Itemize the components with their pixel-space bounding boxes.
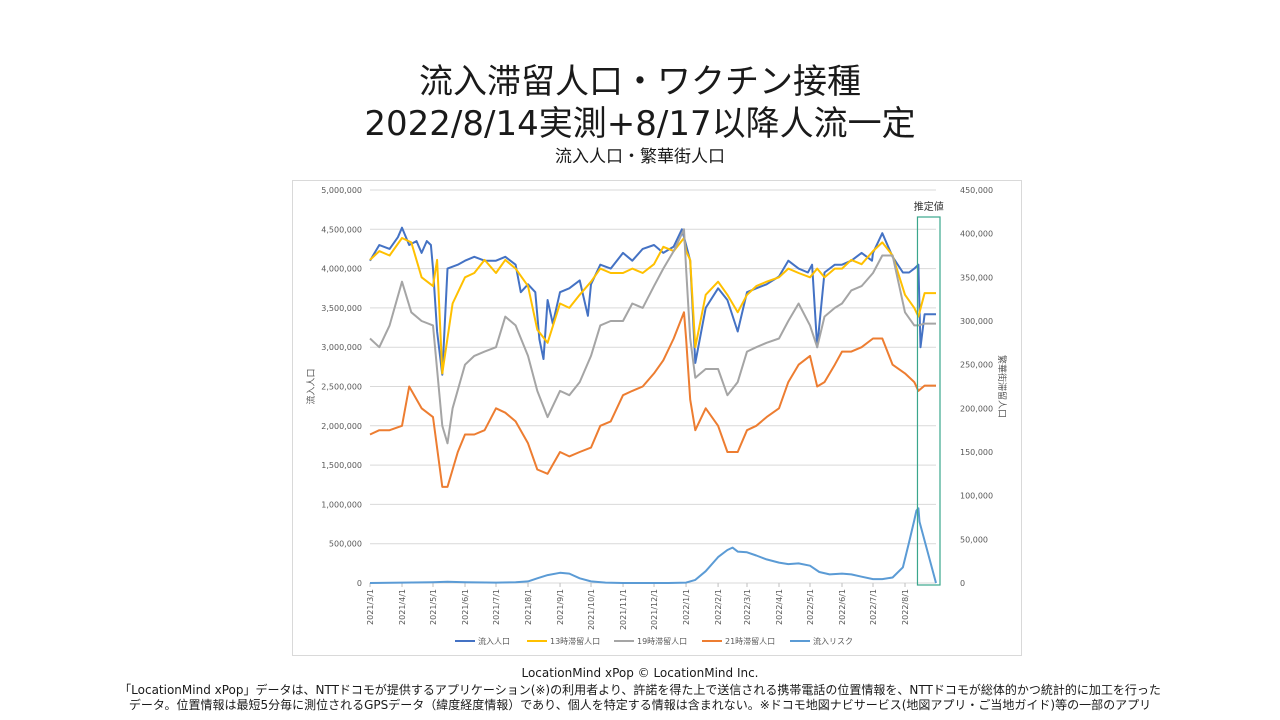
chart-title-line2: 2022/8/14実測+8/17以降人流一定 bbox=[364, 104, 916, 144]
y-tick-label: 0 bbox=[357, 579, 362, 588]
legend-entry: 19時滞留人口 bbox=[637, 636, 687, 646]
x-tick-label: 2021/3/1 bbox=[366, 589, 375, 625]
chart-subtitle: 流入人口・繁華街人口 bbox=[555, 147, 725, 167]
x-tick-label: 2022/1/1 bbox=[682, 589, 691, 625]
x-tick-label: 2022/6/1 bbox=[838, 589, 847, 625]
x-tick-label: 2022/7/1 bbox=[869, 589, 878, 625]
y-tick-label: 1,500,000 bbox=[321, 461, 362, 470]
y-tick-label: 2,500,000 bbox=[321, 383, 362, 392]
legend-entry: 流入人口 bbox=[478, 636, 510, 646]
y2-tick-label: 250,000 bbox=[960, 361, 993, 370]
y-tick-label: 500,000 bbox=[329, 540, 362, 549]
y2-axis-label: 繁華街滞留人口 bbox=[996, 355, 1008, 418]
x-tick-label: 2022/4/1 bbox=[775, 589, 784, 625]
y2-tick-label: 400,000 bbox=[960, 230, 993, 239]
y-tick-label: 4,000,000 bbox=[321, 265, 362, 274]
chart-title-line1: 流入滞留人口・ワクチン接種 bbox=[419, 62, 861, 102]
x-tick-label: 2021/8/1 bbox=[524, 589, 533, 625]
series-line-2 bbox=[369, 237, 936, 375]
y-tick-label: 4,500,000 bbox=[321, 225, 362, 234]
legend-entry: 21時滞留人口 bbox=[725, 636, 775, 646]
y2-tick-label: 100,000 bbox=[960, 492, 993, 501]
x-tick-label: 2021/11/1 bbox=[619, 589, 628, 630]
x-tick-label: 2021/6/1 bbox=[461, 589, 470, 625]
y2-tick-label: 0 bbox=[960, 579, 965, 588]
series-line-3 bbox=[369, 228, 936, 445]
x-tick-label: 2021/9/1 bbox=[556, 589, 565, 625]
legend-entry: 13時滞留人口 bbox=[550, 636, 600, 646]
y-tick-label: 3,500,000 bbox=[321, 304, 362, 313]
y2-tick-label: 300,000 bbox=[960, 317, 993, 326]
series-line-1 bbox=[369, 226, 936, 376]
y2-tick-label: 200,000 bbox=[960, 404, 993, 413]
x-tick-label: 2021/4/1 bbox=[398, 589, 407, 625]
x-tick-label: 2022/5/1 bbox=[806, 589, 815, 625]
y-tick-label: 2,000,000 bbox=[321, 422, 362, 431]
x-tick-label: 2022/8/1 bbox=[901, 589, 910, 625]
legend-entry: 流入リスク bbox=[813, 636, 853, 646]
x-tick-label: 2022/2/1 bbox=[714, 589, 723, 625]
data-credit: LocationMind xPop © LocationMind Inc. bbox=[521, 666, 759, 680]
footnote-line2: データ。位置情報は最短5分毎に測位されるGPSデータ（緯度経度情報）であり、個人… bbox=[128, 698, 1152, 712]
series-line-5 bbox=[369, 507, 937, 584]
x-tick-label: 2021/10/1 bbox=[587, 589, 596, 630]
y-tick-label: 3,000,000 bbox=[321, 343, 362, 352]
x-tick-label: 2021/5/1 bbox=[429, 589, 438, 625]
y2-tick-label: 450,000 bbox=[960, 186, 993, 195]
y2-tick-label: 350,000 bbox=[960, 273, 993, 282]
y2-tick-label: 150,000 bbox=[960, 448, 993, 457]
y-axis-label: 流入人口 bbox=[305, 368, 317, 404]
estimate-label: 推定値 bbox=[914, 200, 944, 213]
y2-tick-label: 50,000 bbox=[960, 535, 988, 544]
series-line-4 bbox=[369, 311, 936, 488]
x-tick-label: 2021/7/1 bbox=[492, 589, 501, 625]
estimate-box bbox=[916, 216, 941, 586]
y-tick-label: 1,000,000 bbox=[321, 500, 362, 509]
footnote-line1: 「LocationMind xPop」データは、NTTドコモが提供するアプリケー… bbox=[119, 683, 1161, 697]
line-chart: 0 500,000 1,000,000 1,500,000 2,000,000 2,500… bbox=[305, 186, 1008, 646]
x-tick-label: 2021/12/1 bbox=[650, 589, 659, 630]
y-tick-label: 5,000,000 bbox=[321, 186, 362, 195]
x-tick-label: 2022/3/1 bbox=[743, 589, 752, 625]
